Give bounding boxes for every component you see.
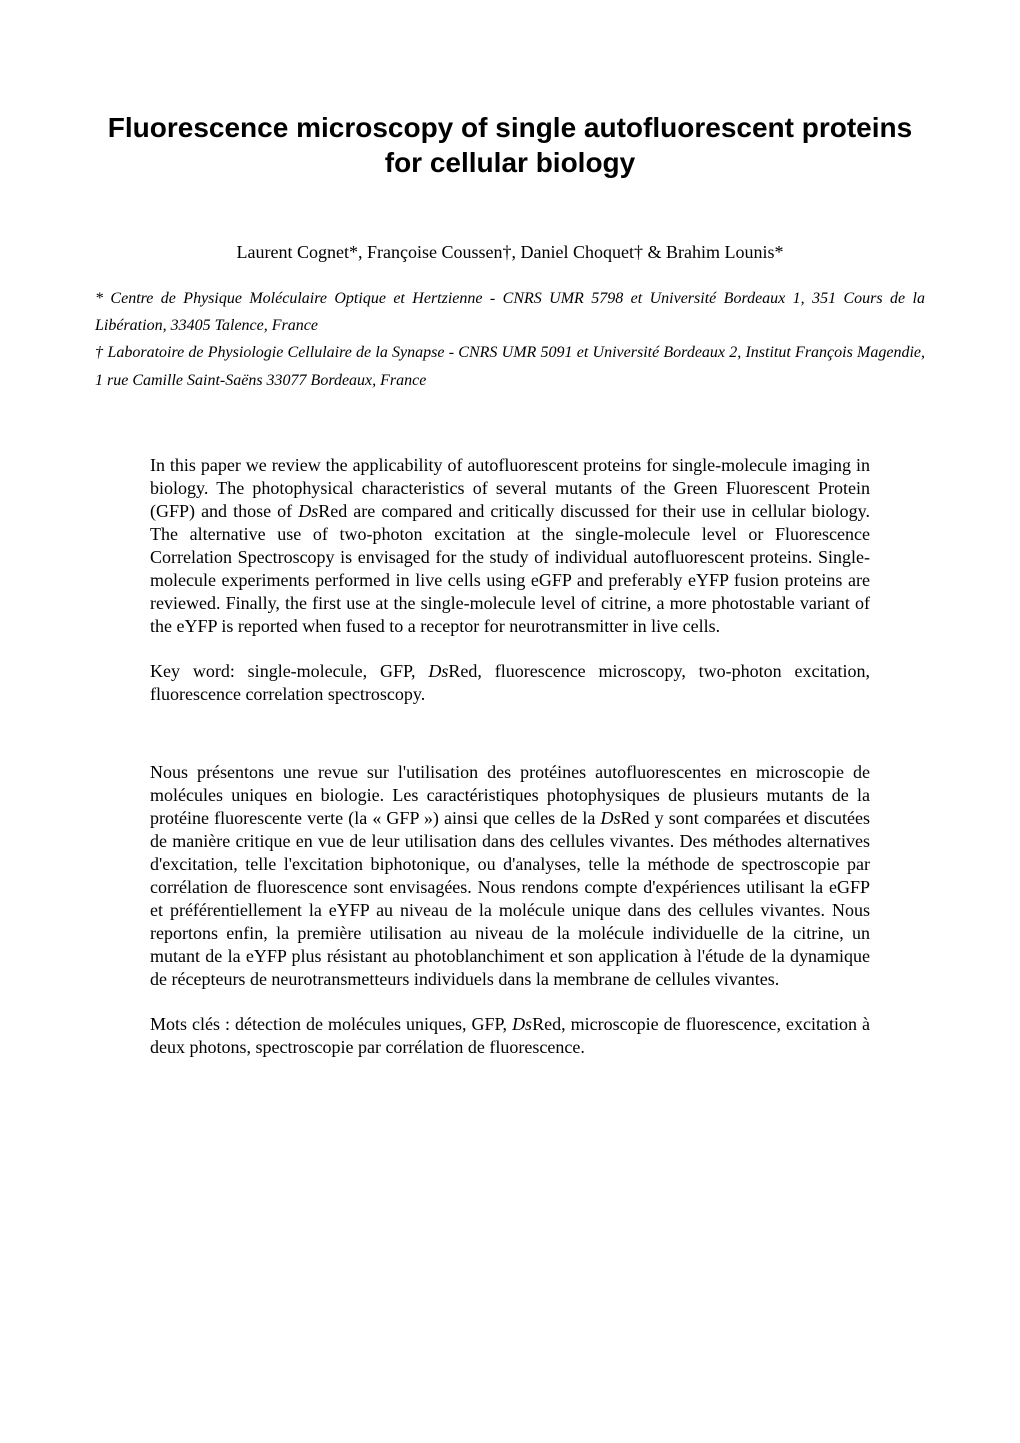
resume-part-3: Red y sont comparées et discutées de man… (150, 808, 870, 989)
keywords-part-1: Key word: single-molecule, GFP, (150, 661, 428, 681)
affiliation-2-sep: - (445, 344, 459, 361)
keywords-italic-ds: Ds (428, 661, 448, 681)
affiliation-2: † Laboratoire de Physiologie Cellulaire … (95, 339, 925, 393)
affiliation-1-mark: * (95, 290, 110, 307)
affiliations-block: * Centre de Physique Moléculaire Optique… (95, 285, 925, 394)
affiliation-1: * Centre de Physique Moléculaire Optique… (95, 285, 925, 339)
mots-cles-italic-ds: Ds (512, 1014, 532, 1034)
affiliation-2-prefix: † Laboratoire de Physiologie Cellulaire … (95, 344, 445, 361)
mots-cles-part-1: Mots clés : détection de molécules uniqu… (150, 1014, 512, 1034)
affiliation-1-text: Centre de Physique Moléculaire Optique e… (95, 290, 925, 334)
keywords-french: Mots clés : détection de molécules uniqu… (95, 1013, 925, 1059)
resume-italic-ds: Ds (601, 808, 621, 828)
keywords-english: Key word: single-molecule, GFP, DsRed, f… (95, 660, 925, 706)
abstract-italic-ds: Ds (298, 501, 318, 521)
abstract-part-3: Red are compared and critically discusse… (150, 501, 870, 636)
abstract-english: In this paper we review the applicabilit… (95, 454, 925, 638)
author-list: Laurent Cognet*, Françoise Coussen†, Dan… (95, 242, 925, 263)
abstract-french: Nous présentons une revue sur l'utilisat… (95, 761, 925, 991)
paper-title: Fluorescence microscopy of single autofl… (95, 110, 925, 180)
